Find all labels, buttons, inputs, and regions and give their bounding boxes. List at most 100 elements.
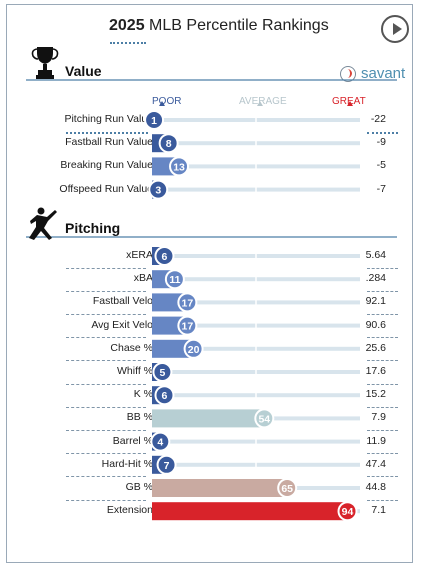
percentile-bubble [277, 478, 298, 498]
scale-great-label: GREAT [332, 96, 366, 107]
metric-value: 47.4 [365, 457, 386, 470]
section-title-pitching: Pitching [65, 220, 121, 236]
metric-value: -22 [370, 113, 386, 125]
percentile-bubble [337, 501, 358, 522]
row-separator [367, 290, 398, 292]
metric-label: Hard-Hit % [101, 457, 153, 470]
percentile-label: 17 [182, 297, 194, 309]
metric-value: 7.9 [371, 411, 386, 424]
metric-label: K % [133, 388, 153, 401]
page-title: 2025 MLB Percentile Rankings [109, 17, 329, 35]
metric-label: Chase % [110, 341, 153, 354]
percentile-bar [152, 479, 288, 497]
title-underline [110, 42, 146, 44]
row-separator [66, 313, 146, 315]
metric-label: xBA [133, 272, 153, 285]
percentile-bar [152, 339, 194, 358]
metric-label: xERA [126, 249, 153, 261]
percentile-bubble [150, 431, 171, 452]
metric-value: -5 [376, 159, 386, 172]
percentile-bubble [144, 110, 165, 130]
percentile-label: 94 [342, 506, 354, 518]
percentile-label: 7 [164, 460, 170, 472]
row-separator [367, 476, 398, 478]
percentile-label: 5 [159, 367, 165, 379]
trophy-icon [31, 47, 59, 79]
play-button[interactable] [381, 15, 409, 43]
great-arrow-icon [347, 101, 353, 106]
play-icon [393, 23, 402, 35]
row-separator [66, 453, 146, 455]
metric-label: Fastball Run Value [65, 136, 153, 149]
percentile-bubble [169, 156, 190, 177]
metric-value: 90.6 [365, 318, 386, 331]
percentile-label: 11 [169, 274, 180, 286]
row-separator [367, 429, 398, 431]
percentile-bubble [152, 362, 173, 382]
metric-value: 5.64 [365, 249, 386, 261]
metric-value: 44.8 [365, 481, 386, 493]
metric-value: 25.6 [365, 341, 386, 354]
percentile-bubble [156, 454, 177, 475]
metric-value: 17.6 [365, 365, 386, 377]
percentile-label: 54 [258, 413, 270, 425]
metric-label: Barrel % [112, 434, 153, 447]
percentile-bubble [177, 292, 198, 313]
percentile-bar [152, 409, 265, 428]
metric-value: -9 [376, 136, 386, 149]
metric-label: Avg Exit Velo [91, 318, 153, 331]
percentile-label: 20 [188, 344, 200, 356]
percentile-label: 13 [173, 161, 185, 173]
row-separator [367, 313, 398, 315]
row-separator [66, 406, 146, 408]
percentile-bubble [154, 246, 175, 266]
pitcher-icon [29, 207, 57, 240]
metric-label: Extension [106, 504, 153, 517]
metric-value: -7 [376, 182, 386, 195]
metric-label: Fastball Velo [92, 295, 153, 308]
percentile-label: 65 [281, 483, 293, 495]
metric-label: Pitching Run Value [64, 113, 153, 125]
savant-logo[interactable]: savant [340, 65, 410, 85]
row-separator [367, 406, 398, 408]
average-arrow-icon [257, 101, 263, 106]
metric-value: 92.1 [365, 295, 386, 308]
row-separator [66, 267, 146, 269]
row-separator [367, 360, 398, 362]
percentile-label: 1 [151, 115, 157, 127]
row-separator [66, 360, 146, 362]
percentile-bubble [148, 179, 169, 200]
row-separator [66, 290, 146, 292]
percentile-bubble [154, 385, 175, 406]
row-separator [367, 131, 398, 134]
title-year: 2025 [109, 17, 145, 34]
metric-label: Whiff % [117, 365, 153, 377]
title-text: MLB Percentile Rankings [149, 17, 329, 34]
row-separator [66, 429, 146, 431]
row-separator [367, 453, 398, 455]
scale-poor-label: POOR [152, 96, 182, 107]
row-separator [66, 131, 148, 134]
row-separator [367, 499, 398, 501]
percentile-label: 8 [166, 138, 172, 150]
percentile-bubble [158, 133, 179, 154]
metric-value: .284 [365, 272, 386, 285]
scale-average-label: AVERAGE [239, 96, 287, 107]
percentile-bubble [254, 408, 275, 429]
row-separator [66, 383, 146, 385]
savant-wordmark: savant [361, 65, 406, 82]
metric-label: Breaking Run Value [60, 159, 153, 172]
percentile-label: 17 [182, 321, 194, 333]
row-separator [367, 267, 398, 269]
metric-label: Offspeed Run Value [59, 182, 153, 195]
metric-value: 15.2 [365, 388, 386, 401]
percentile-label: 6 [162, 390, 168, 402]
row-separator [66, 476, 146, 478]
percentile-bubble [183, 338, 204, 359]
poor-arrow-icon [159, 101, 165, 106]
metric-value: 11.9 [366, 434, 386, 447]
metric-label: GB % [125, 481, 153, 493]
row-separator [367, 383, 398, 385]
metric-value: 7.1 [371, 504, 386, 517]
